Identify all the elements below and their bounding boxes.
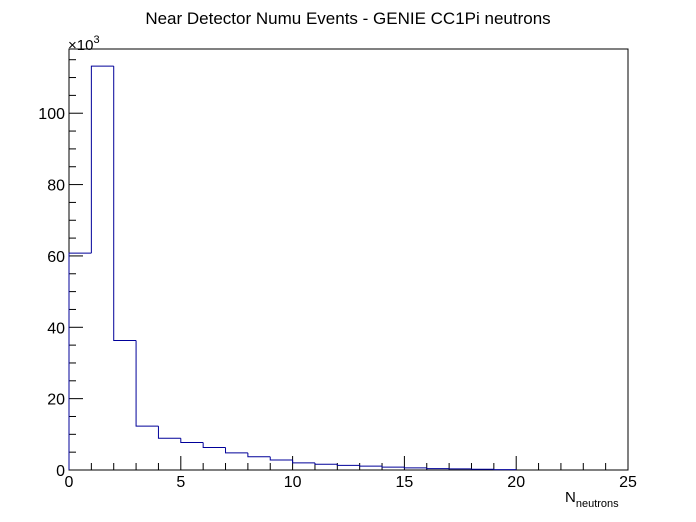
x-tick-label: 25 [619, 474, 637, 491]
x-tick-label: 20 [507, 474, 525, 491]
histogram-bin [359, 465, 383, 467]
chart-title: Near Detector Numu Events - GENIE CC1Pi … [145, 9, 550, 28]
histogram-bin [314, 462, 338, 465]
histogram-bin [247, 452, 271, 458]
histogram-bin [68, 252, 92, 470]
x-tick-label: 15 [396, 474, 414, 491]
y-tick-label: 60 [47, 249, 65, 266]
y-tick-label: 40 [47, 320, 65, 337]
histogram-bin [381, 466, 405, 468]
histogram-bin [225, 447, 248, 454]
x-tick-label: 0 [65, 474, 74, 491]
histogram-bins [68, 65, 517, 471]
histogram-bin [336, 464, 360, 466]
y-axis: 0 20 40 60 80 100 [38, 59, 83, 480]
histogram-bin [135, 340, 159, 427]
histogram-bin [180, 438, 204, 444]
x-tick-label: 5 [176, 474, 185, 491]
y-tick-label: 100 [38, 106, 65, 123]
histogram-bin [157, 426, 181, 439]
x-axis: 0 5 10 15 20 25 [65, 456, 637, 491]
histogram-bin [202, 442, 226, 449]
histogram-bin [90, 65, 114, 254]
y-tick-label: 20 [47, 392, 65, 409]
y-tick-label: 80 [47, 178, 65, 195]
histogram-bin [292, 460, 315, 464]
x-axis-label: Nneutrons [565, 489, 619, 510]
y-axis-multiplier: ×103 [68, 34, 100, 54]
histogram-bin [269, 456, 293, 461]
x-tick-label: 10 [284, 474, 302, 491]
histogram-bin [426, 467, 450, 470]
histogram-bin [403, 467, 427, 469]
y-tick-label: 0 [56, 463, 65, 480]
histogram-bin [113, 66, 137, 341]
